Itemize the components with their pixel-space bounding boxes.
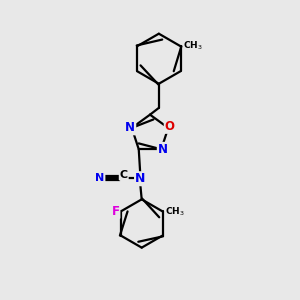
Text: CH$_3$: CH$_3$	[165, 205, 185, 218]
Text: C: C	[120, 169, 128, 180]
Text: N: N	[158, 143, 168, 156]
Text: N: N	[135, 172, 146, 185]
Text: N: N	[125, 122, 135, 134]
Text: CH$_3$: CH$_3$	[183, 40, 203, 52]
Text: O: O	[165, 120, 175, 133]
Text: F: F	[112, 205, 119, 218]
Text: N: N	[95, 173, 104, 183]
